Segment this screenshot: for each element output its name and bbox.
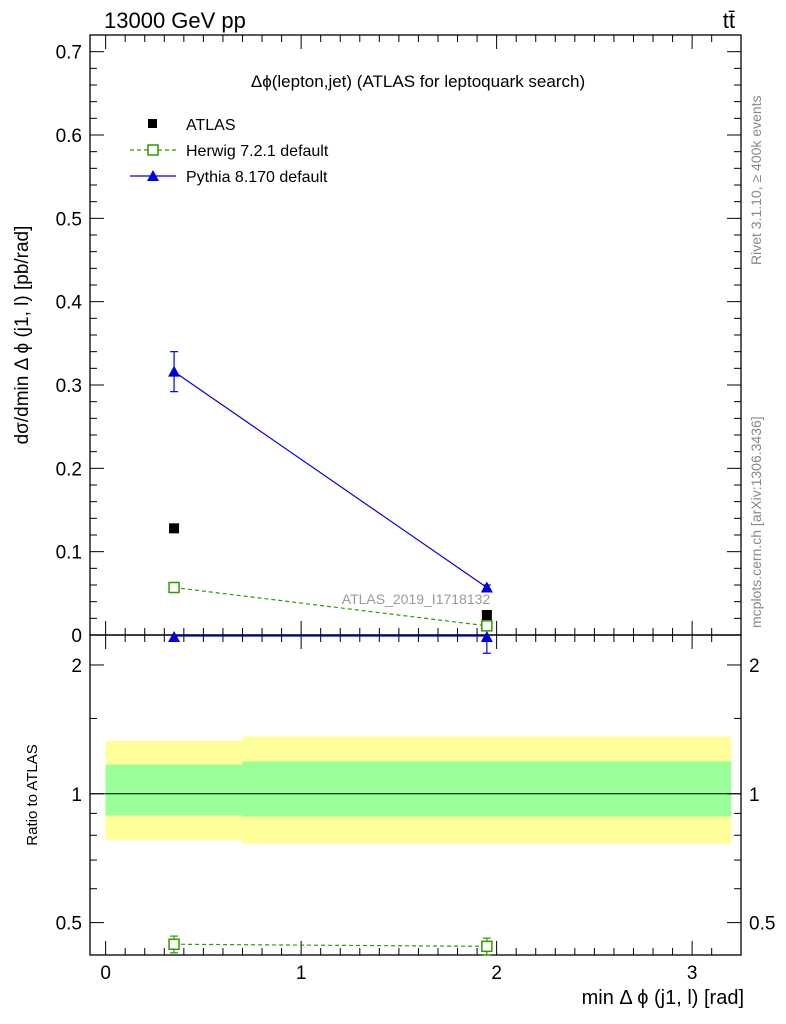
process-label: tt̄: [723, 8, 735, 33]
main-y-tick-label: 0: [71, 626, 82, 647]
main-y-tick-label: 0.3: [56, 376, 82, 397]
watermark-label: ATLAS_2019_I1718132: [342, 591, 491, 607]
ratio-y-tick-label: 2: [71, 656, 82, 677]
x-tick-label: 1: [296, 963, 307, 984]
legend-label-herwig: Herwig 7.2.1 default: [186, 143, 329, 160]
energy-label: 13000 GeV pp: [104, 8, 246, 33]
main-y-tick-label: 0.7: [56, 43, 82, 64]
herwig-ratio-line: [174, 943, 487, 947]
main-chart-title: Δϕ(lepton,jet) (ATLAS for leptoquark sea…: [251, 72, 585, 91]
legend-marker-pythia: [147, 170, 159, 181]
legend-marker-herwig: [147, 144, 159, 156]
main-y-tick-label: 0.2: [56, 459, 82, 480]
herwig-point: [481, 620, 493, 632]
main-y-axis-label: dσ/dmin Δ ϕ (j1, l) [pb/rad]: [12, 226, 33, 445]
pythia-point: [168, 365, 181, 377]
pythia-ratio-point: [168, 631, 181, 642]
atlas-point: [481, 610, 492, 620]
legend-marker-atlas: [148, 119, 157, 128]
rivet-label: Rivet 3.1.10, ≥ 400k events: [748, 95, 764, 265]
pythia-line: [173, 371, 488, 588]
pythia-ratio-point: [480, 631, 493, 642]
herwig-line: [173, 586, 487, 627]
ratio-y-tick-label-right: 2: [749, 656, 760, 677]
legend-label-pythia: Pythia 8.170 default: [186, 169, 328, 186]
main-y-tick-label: 0.4: [56, 293, 83, 314]
main-y-tick-label: 0.6: [56, 126, 82, 147]
ratio-y-tick-label-right: 1: [749, 785, 760, 806]
legend-label-atlas: ATLAS: [186, 117, 236, 134]
atlas-point: [169, 523, 180, 534]
x-tick-label: 3: [687, 963, 698, 984]
uncertainty-band-inner: [105, 764, 243, 816]
x-axis-label: min Δ ϕ (j1, l) [rad]: [582, 987, 744, 1009]
ratio-y-tick-label: 0.5: [56, 914, 82, 935]
ratio-panel: 0.5 0.5 1 1 2 2 0 1 2 3: [56, 634, 775, 984]
main-y-tick-label: 0.5: [56, 209, 82, 230]
herwig-point: [168, 581, 180, 594]
mcplots-label: mcplots.cern.ch [arXiv:1306.3436]: [748, 416, 764, 628]
legend: ATLAS Herwig 7.2.1 default Pythia 8.170 …: [130, 117, 329, 186]
main-y-tick-label: 0.1: [56, 543, 82, 564]
x-tick-label: 2: [491, 963, 502, 984]
ratio-y-tick-label-right: 0.5: [749, 914, 775, 935]
ratio-y-axis-label: Ratio to ATLAS: [24, 744, 41, 845]
herwig-ratio-point: [168, 938, 180, 951]
ratio-frame: [89, 634, 742, 956]
x-tick-label: 0: [100, 963, 111, 984]
pythia-point: [480, 581, 493, 593]
uncertainty-band-inner: [242, 761, 732, 817]
ratio-y-tick-label: 1: [71, 785, 82, 806]
herwig-ratio-point: [481, 940, 493, 953]
